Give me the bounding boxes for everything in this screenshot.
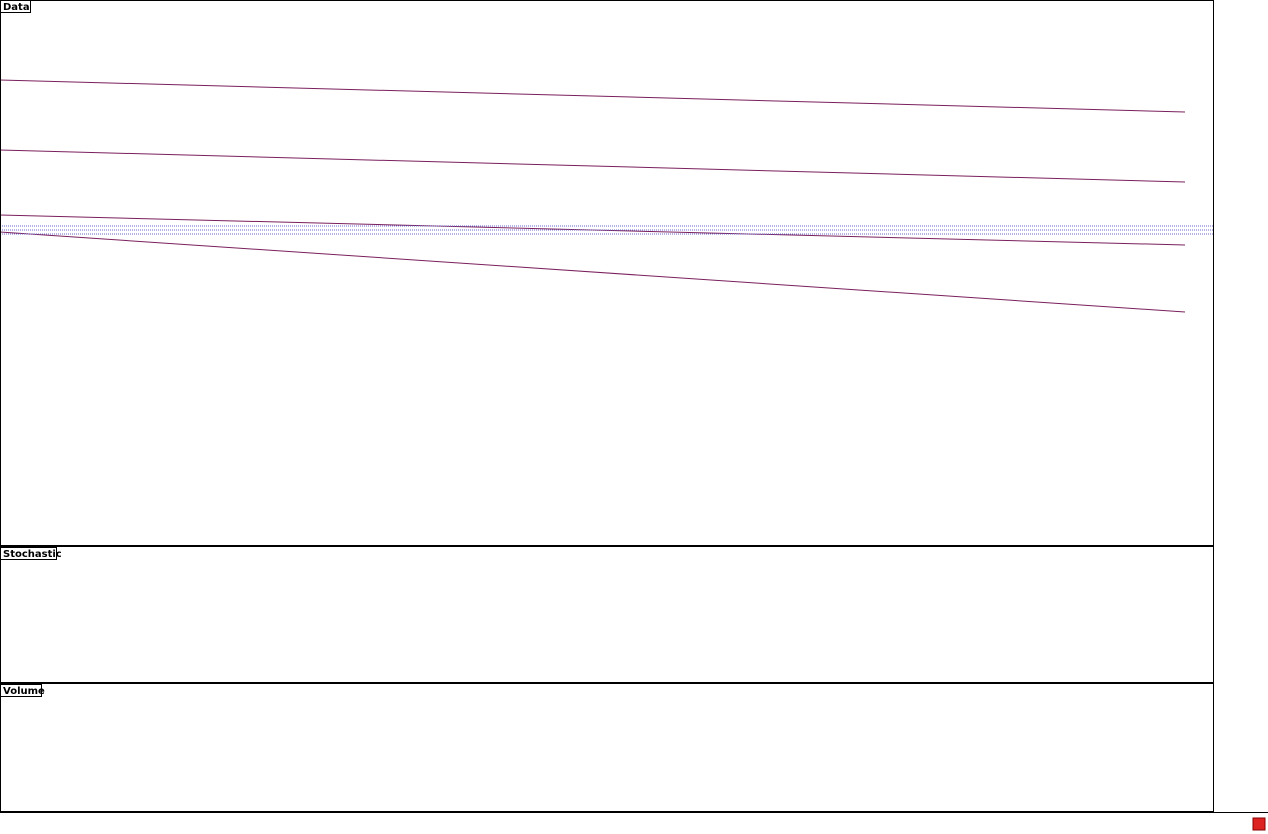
- frames: [0, 0, 1268, 813]
- trend-line: [0, 231, 1186, 313]
- panel-title: Stochastic: [3, 549, 62, 560]
- panel-title-box: [0, 547, 57, 560]
- trend-lines: [0, 79, 1213, 313]
- trend-line: [0, 149, 1186, 183]
- panel-title-box: [0, 0, 31, 13]
- panel-frame: [0, 683, 1214, 812]
- panel-title-box: [0, 684, 42, 697]
- panel-title: Data: [3, 2, 30, 13]
- corner-icon[interactable]: [1252, 817, 1266, 831]
- trend-line: [0, 79, 1186, 113]
- panel-frame: [0, 0, 1214, 546]
- panel-frame: [0, 546, 1214, 683]
- panel-title: Volume: [3, 686, 45, 697]
